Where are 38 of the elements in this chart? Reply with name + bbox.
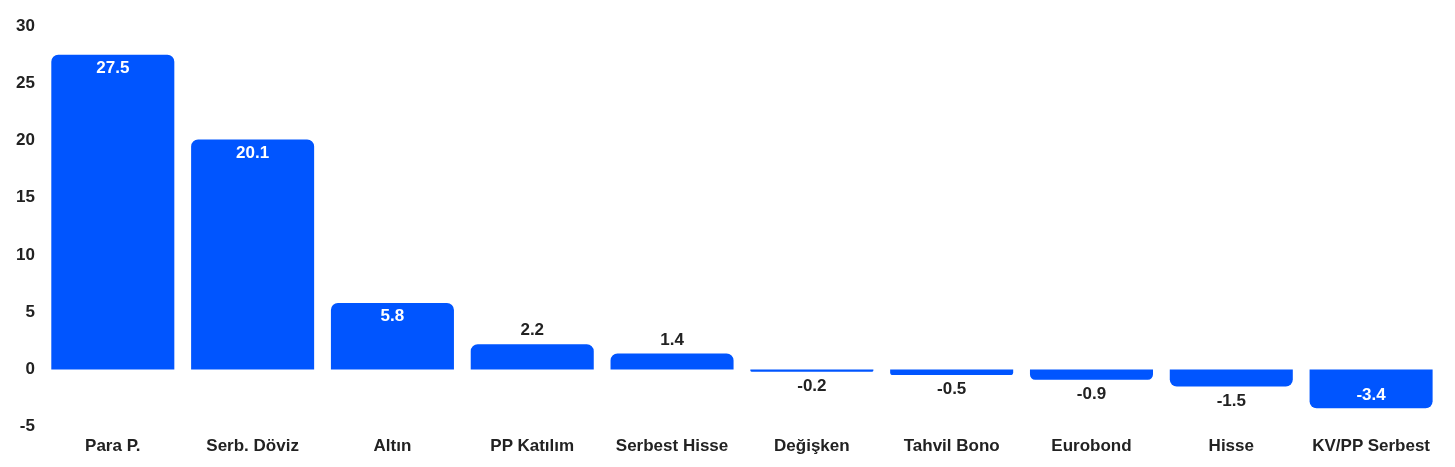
- bar: [1029, 369, 1153, 380]
- y-tick-label: 10: [15, 244, 35, 264]
- x-tick-label: Değişken: [774, 436, 850, 456]
- x-tick-label: Serb. Döviz: [206, 436, 299, 456]
- data-label: -0.5: [937, 379, 967, 399]
- bar: [610, 353, 734, 370]
- x-tick-label: Tahvil Bono: [903, 436, 1000, 456]
- y-tick-label: -5: [19, 416, 35, 436]
- bar: [750, 369, 874, 372]
- bar: [1169, 369, 1293, 387]
- data-label: 5.8: [380, 306, 405, 326]
- data-label: -3.4: [1356, 385, 1387, 405]
- x-tick-label: KV/PP Serbest: [1312, 436, 1431, 456]
- y-tick-label: 20: [15, 130, 35, 150]
- x-tick-label: Eurobond: [1051, 436, 1132, 456]
- bar: [890, 369, 1014, 376]
- y-tick-label: 5: [25, 301, 35, 321]
- data-label: 27.5: [96, 57, 130, 77]
- bar: [330, 303, 454, 370]
- bar: [470, 344, 594, 370]
- bar: [51, 54, 175, 370]
- data-label: -0.2: [797, 375, 827, 395]
- data-label: -1.5: [1216, 390, 1246, 410]
- data-label: -0.9: [1076, 383, 1107, 403]
- x-tick-label: Para P.: [85, 436, 141, 456]
- data-label: 2.2: [520, 320, 545, 340]
- data-label: 20.1: [236, 142, 270, 162]
- x-tick-label: Altın: [373, 436, 412, 456]
- y-tick-label: 15: [15, 187, 35, 207]
- bar: [1309, 369, 1433, 409]
- bar: [191, 139, 315, 370]
- y-tick-label: 30: [15, 15, 35, 35]
- y-tick-label: 25: [15, 73, 35, 93]
- data-label: 1.4: [660, 329, 685, 349]
- y-tick-label: 0: [25, 359, 35, 379]
- x-tick-label: Serbest Hisse: [615, 436, 729, 456]
- x-tick-label: Hisse: [1208, 436, 1254, 456]
- x-tick-label: PP Katılım: [490, 436, 575, 456]
